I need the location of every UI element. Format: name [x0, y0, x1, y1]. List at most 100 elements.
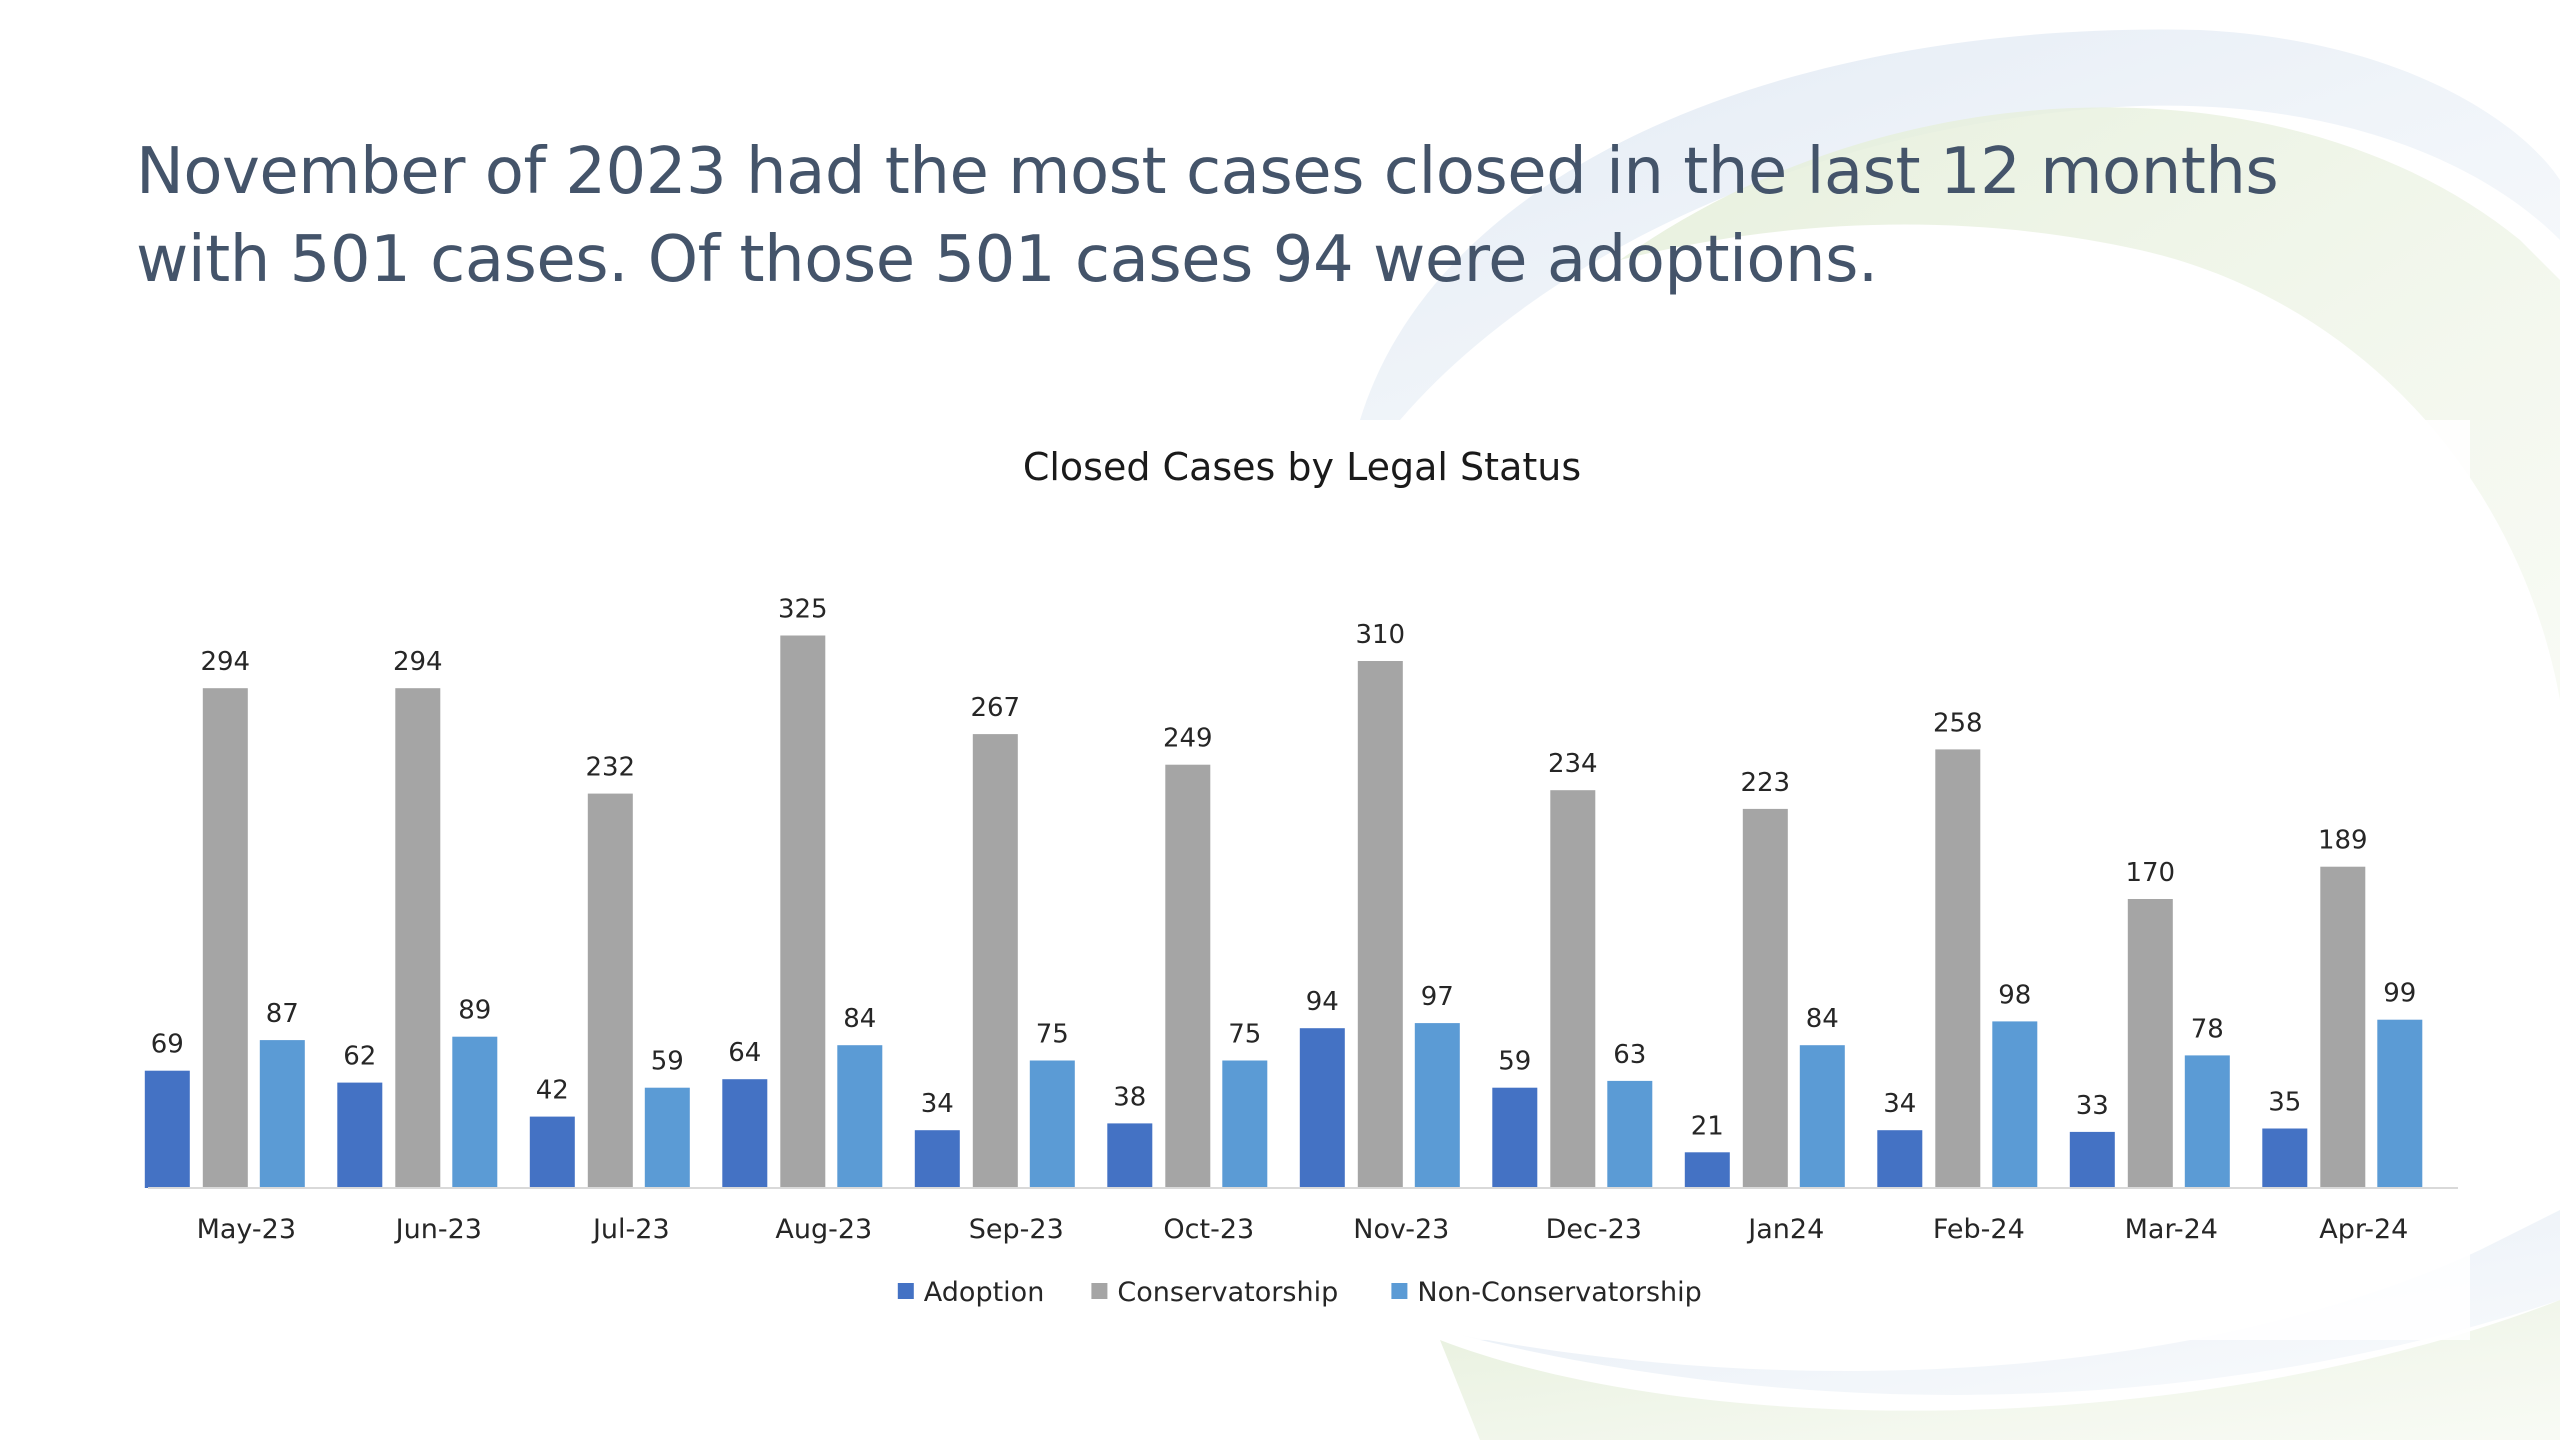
x-tick-label-apr-24: Apr-24: [2319, 1214, 2408, 1245]
data-label-adoption-mar-24: 33: [2076, 1091, 2109, 1121]
bar-adoption-jan24: [1684, 1152, 1730, 1188]
data-labels-layer: 69 294 87 62 294 89 42 232 59 64 325 84 34 267 75 38 249…: [151, 595, 2417, 1142]
data-label-conservatorship-apr-24: 189: [2318, 826, 2368, 856]
data-label-adoption-jan24: 21: [1691, 1111, 1724, 1141]
x-tick-label-sep-23: Sep-23: [969, 1214, 1064, 1245]
data-label-conservatorship-dec-23: 234: [1548, 749, 1598, 779]
legend-label-conservatorship: Conservatorship: [1117, 1277, 1338, 1308]
bar-adoption-may-23: [144, 1070, 190, 1188]
data-label-conservatorship-nov-23: 310: [1355, 620, 1405, 650]
bar-adoption-oct-23: [1107, 1123, 1153, 1188]
bar-non-conservatorship-aug-23: [837, 1045, 883, 1188]
data-label-non-conservatorship-sep-23: 75: [1036, 1020, 1069, 1050]
bar-non-conservatorship-dec-23: [1607, 1080, 1653, 1188]
data-label-conservatorship-feb-24: 258: [1933, 708, 1983, 738]
data-label-conservatorship-oct-23: 249: [1163, 724, 1213, 754]
bar-conservatorship-mar-24: [2127, 899, 2173, 1188]
bar-non-conservatorship-oct-23: [1222, 1060, 1268, 1188]
x-tick-label-aug-23: Aug-23: [775, 1214, 872, 1245]
legend-label-adoption: Adoption: [924, 1277, 1045, 1308]
bar-non-conservatorship-mar-24: [2184, 1055, 2230, 1188]
bar-conservatorship-oct-23: [1165, 764, 1211, 1188]
bar-conservatorship-apr-24: [2320, 866, 2366, 1188]
legend: Adoption Conservatorship Non-Conservatorsh…: [897, 1277, 1702, 1308]
x-tick-label-feb-24: Feb-24: [1933, 1214, 2025, 1245]
legend-item-conservatorship: Conservatorship: [1091, 1277, 1338, 1308]
data-label-adoption-aug-23: 64: [728, 1038, 761, 1068]
x-tick-label-dec-23: Dec-23: [1546, 1214, 1642, 1245]
bar-adoption-dec-23: [1492, 1087, 1538, 1188]
bar-adoption-feb-24: [1877, 1130, 1923, 1188]
bar-non-conservatorship-nov-23: [1414, 1023, 1460, 1188]
data-label-non-conservatorship-apr-24: 99: [2383, 979, 2416, 1009]
bar-adoption-apr-24: [2262, 1128, 2308, 1188]
data-label-non-conservatorship-feb-24: 98: [1998, 980, 2031, 1010]
bar-non-conservatorship-jan24: [1799, 1045, 1845, 1188]
data-label-non-conservatorship-oct-23: 75: [1228, 1020, 1261, 1050]
bar-adoption-nov-23: [1299, 1028, 1345, 1188]
bar-conservatorship-aug-23: [780, 635, 826, 1188]
data-label-non-conservatorship-jun-23: 89: [458, 996, 491, 1026]
x-tick-label-jul-23: Jul-23: [591, 1214, 670, 1245]
x-tick-label-jan24: Jan24: [1746, 1214, 1824, 1245]
data-label-conservatorship-jun-23: 294: [393, 647, 443, 677]
bar-conservatorship-may-23: [202, 688, 248, 1188]
bar-conservatorship-feb-24: [1935, 749, 1981, 1188]
chart-title: Closed Cases by Legal Status: [1023, 445, 1581, 489]
x-tick-labels-layer: May-23 Jun-23 Jul-23 Aug-23 Sep-23 Oct-23 Nov-…: [197, 1214, 2409, 1245]
x-tick-label-jun-23: Jun-23: [394, 1214, 482, 1245]
data-label-conservatorship-aug-23: 325: [778, 595, 828, 625]
data-label-adoption-feb-24: 34: [1883, 1089, 1916, 1119]
bar-adoption-mar-24: [2069, 1131, 2115, 1188]
data-label-adoption-dec-23: 59: [1498, 1047, 1531, 1077]
swoosh-blue-arc: [1360, 29, 2560, 420]
legend-item-adoption: Adoption: [897, 1277, 1045, 1308]
bar-non-conservatorship-jul-23: [644, 1087, 690, 1188]
x-tick-label-oct-23: Oct-23: [1163, 1214, 1254, 1245]
data-label-conservatorship-sep-23: 267: [970, 693, 1020, 723]
swoosh-bottom-blue-arc: [1460, 1210, 2560, 1395]
bar-conservatorship-jan24: [1742, 808, 1788, 1188]
data-label-non-conservatorship-jan24: 84: [1806, 1004, 1839, 1034]
data-label-non-conservatorship-jul-23: 59: [651, 1047, 684, 1077]
data-label-adoption-jun-23: 62: [343, 1042, 376, 1072]
data-label-conservatorship-may-23: 294: [200, 647, 250, 677]
data-label-conservatorship-jul-23: 232: [585, 753, 635, 783]
data-label-non-conservatorship-aug-23: 84: [843, 1004, 876, 1034]
bar-non-conservatorship-apr-24: [2377, 1019, 2423, 1188]
bar-non-conservatorship-sep-23: [1029, 1060, 1075, 1188]
data-label-non-conservatorship-nov-23: 97: [1421, 982, 1454, 1012]
bar-conservatorship-jul-23: [587, 793, 633, 1188]
swoosh-bottom-arc: [1440, 1300, 2560, 1440]
data-label-adoption-may-23: 69: [151, 1030, 184, 1060]
bar-conservatorship-nov-23: [1357, 661, 1403, 1188]
data-label-adoption-oct-23: 38: [1113, 1082, 1146, 1112]
bar-adoption-aug-23: [722, 1079, 768, 1188]
x-tick-label-nov-23: Nov-23: [1353, 1214, 1449, 1245]
legend-item-non-conservatorship: Non-Conservatorship: [1391, 1277, 1702, 1308]
data-label-non-conservatorship-mar-24: 78: [2191, 1014, 2224, 1044]
bar-non-conservatorship-may-23: [259, 1040, 305, 1188]
bar-adoption-sep-23: [914, 1130, 960, 1188]
x-tick-label-may-23: May-23: [197, 1214, 296, 1245]
bar-conservatorship-sep-23: [972, 734, 1018, 1188]
legend-swatch-non-conservatorship: [1391, 1283, 1408, 1299]
swoosh-green-arc: [1620, 107, 2560, 701]
legend-label-non-conservatorship: Non-Conservatorship: [1417, 1277, 1701, 1308]
bars-layer: [144, 635, 2423, 1188]
data-label-non-conservatorship-may-23: 87: [266, 999, 299, 1029]
data-label-conservatorship-mar-24: 170: [2125, 858, 2175, 888]
bar-non-conservatorship-feb-24: [1992, 1021, 2038, 1188]
data-label-adoption-sep-23: 34: [921, 1089, 954, 1119]
bar-non-conservatorship-jun-23: [452, 1036, 498, 1188]
data-label-adoption-apr-24: 35: [2268, 1088, 2301, 1118]
legend-swatch-conservatorship: [1091, 1283, 1108, 1299]
legend-swatch-adoption: [897, 1283, 914, 1299]
data-label-adoption-jul-23: 42: [536, 1076, 569, 1106]
bar-adoption-jul-23: [529, 1116, 575, 1188]
bar-conservatorship-dec-23: [1550, 790, 1596, 1188]
chart-area-background: [130, 420, 2470, 1340]
